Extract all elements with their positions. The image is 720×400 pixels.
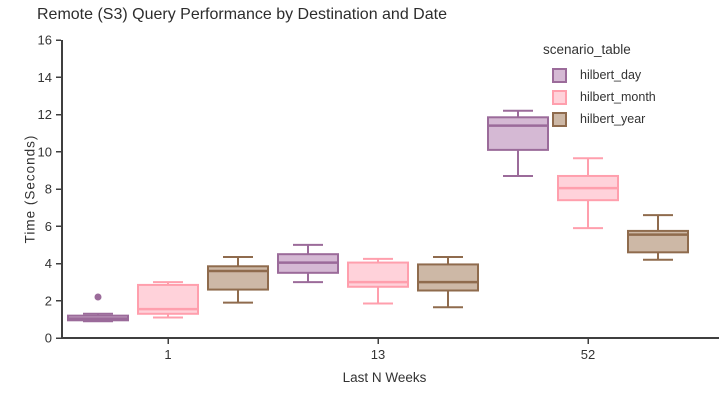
legend-title: scenario_table: [543, 42, 631, 57]
x-tick-1: 1: [164, 339, 172, 362]
y-axis-title: Time (Seconds): [22, 134, 38, 244]
y-tick-10: 10: [38, 144, 61, 159]
box-hilbert_day-1: [67, 293, 129, 323]
legend-item-label: hilbert_year: [580, 112, 646, 126]
box-hilbert_year-52: [627, 214, 689, 261]
x-tick-52: 52: [581, 339, 595, 362]
y-tick-14: 14: [38, 70, 61, 85]
legend-item-hilbert_year[interactable]: hilbert_year: [543, 108, 656, 130]
x-axis-title: Last N Weeks: [342, 370, 427, 385]
box-hilbert_year-1: [207, 255, 269, 304]
y-tick-12: 12: [38, 107, 61, 122]
y-tick-label: 8: [45, 182, 52, 197]
y-tick-label: 14: [38, 70, 52, 85]
y-tick-16: 16: [38, 33, 61, 48]
y-tick-label: 10: [38, 144, 52, 159]
axis-lines: [61, 40, 719, 339]
legend-item-hilbert_month[interactable]: hilbert_month: [543, 86, 656, 108]
box-hilbert_day-13: [277, 243, 339, 284]
y-tick-6: 6: [45, 219, 61, 234]
legend: scenario_table hilbert_day hilbert_month h…: [543, 42, 656, 130]
y-tick-label: 2: [45, 293, 52, 308]
y-tick-2: 2: [45, 293, 61, 308]
y-tick-label: 0: [45, 331, 52, 346]
box-hilbert_month-13: [347, 257, 409, 305]
legend-swatch-icon: [552, 89, 567, 105]
chart-title: Remote (S3) Query Performance by Destina…: [37, 6, 447, 23]
legend-item-label: hilbert_day: [580, 68, 642, 82]
x-tick-13: 13: [371, 339, 385, 362]
y-tick-8: 8: [45, 182, 61, 197]
y-tick-label: 4: [45, 256, 52, 271]
y-tick-label: 6: [45, 219, 52, 234]
y-tick-label: 12: [38, 107, 52, 122]
x-tick-label: 13: [371, 347, 385, 362]
y-tick-0: 0: [45, 331, 61, 346]
outlier-point: [94, 293, 102, 301]
x-tick-label: 52: [581, 347, 595, 362]
legend-swatch-icon: [552, 67, 567, 83]
legend-item-label: hilbert_month: [580, 90, 656, 104]
legend-items: hilbert_day hilbert_month hilbert_year: [543, 64, 656, 130]
legend-swatch-icon: [552, 111, 567, 127]
box-hilbert_day-52: [487, 109, 549, 177]
box-hilbert_month-1: [137, 281, 199, 319]
box-hilbert_month-52: [557, 157, 619, 230]
box-hilbert_year-13: [417, 255, 479, 309]
y-tick-label: 16: [38, 33, 52, 48]
x-tick-label: 1: [164, 347, 171, 362]
y-tick-4: 4: [45, 256, 61, 271]
legend-item-hilbert_day[interactable]: hilbert_day: [543, 64, 656, 86]
